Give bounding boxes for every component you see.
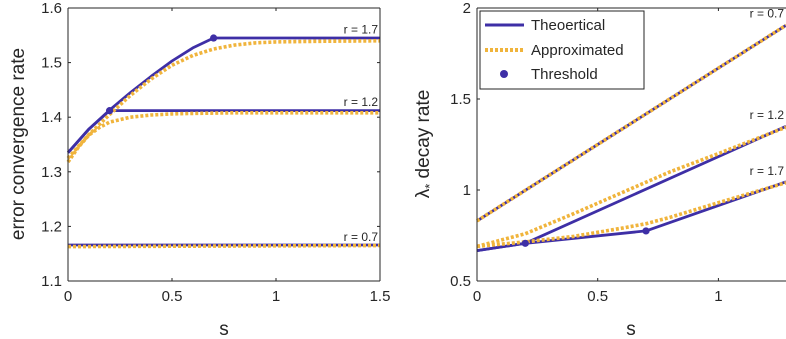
left-plot-area: [68, 8, 380, 281]
right-annotation-layer: r = 0.7 r = 1.2 r = 1.7: [750, 7, 785, 178]
left-x-tick-label-1: 0.5: [162, 288, 183, 305]
right-y-tick-label-0: 0.5: [450, 273, 471, 290]
right-series-annotation-4: r = 1.7: [750, 164, 785, 178]
legend-approximated-label: Approximated: [531, 42, 624, 59]
right-x-tick-label-1: 0.5: [587, 288, 608, 305]
right-series-annotation-0: r = 0.7: [750, 7, 785, 21]
right-x-tick-label-2: 1: [714, 288, 722, 305]
right-threshold-marker-1: [642, 227, 650, 235]
right-threshold-layer: [521, 227, 650, 247]
left-approximated-line-3: [66, 111, 380, 164]
right-series-annotation-2: r = 1.2: [750, 108, 785, 122]
left-x-tick-label-2: 1: [272, 288, 280, 305]
left-threshold-layer: [106, 34, 218, 115]
right-x-axis-label: s: [626, 319, 636, 339]
left-series-annotation-0: r = 1.7: [344, 22, 379, 36]
lambda-subscript: *: [422, 184, 437, 189]
left-approximated-line-1: [66, 39, 381, 160]
left-x-tick-label-3: 1.5: [370, 288, 391, 305]
left-theoretical-line-2: [66, 109, 380, 154]
left-y-tick-label-2: 1.3: [41, 164, 62, 181]
right-y-tick-label-1: 1: [463, 182, 471, 199]
left-x-axis-label: s: [219, 319, 229, 339]
right-approximated-line-1: [476, 23, 786, 223]
left-y-tick-label-5: 1.6: [41, 0, 62, 17]
right-approximated-line-5: [476, 180, 786, 249]
left-x-tick-label-0: 0: [64, 288, 72, 305]
right-axes: 0 0.5 10.511.52: [450, 0, 786, 305]
legend-threshold-label: Threshold: [531, 66, 598, 83]
right-x-tick-label-0: 0: [473, 288, 481, 305]
legend-theoretical-label: Theoertical: [531, 17, 605, 34]
left-approximated-line-5: [67, 243, 381, 249]
left-y-tick-label-4: 1.5: [41, 55, 62, 72]
left-threshold-marker-0: [210, 34, 218, 42]
y-label-text: decay rate: [413, 90, 434, 184]
left-y-axis-label: error convergence rate: [8, 48, 29, 240]
left-threshold-marker-1: [106, 107, 114, 115]
left-y-tick-label-3: 1.4: [41, 109, 62, 126]
legend-threshold-swatch: [500, 70, 508, 78]
legend: Theoertical Approximated Threshold: [479, 10, 645, 90]
left-y-tick-label-1: 1.2: [41, 218, 62, 235]
left-series-layer: [66, 36, 381, 249]
lambda-symbol: λ: [413, 188, 434, 198]
right-threshold-marker-0: [521, 239, 529, 247]
left-series-annotation-2: r = 1.2: [344, 95, 379, 109]
left-series-annotation-4: r = 0.7: [344, 230, 379, 244]
right-y-tick-label-2: 1.5: [450, 91, 471, 108]
left-chart-panel: r = 1.7 r = 1.2 r = 0.7 0 0.5 1 1.5 1.1 1.2 1.3 1…: [8, 0, 390, 339]
left-annotation-layer: r = 1.7 r = 1.2 r = 0.7: [344, 22, 379, 243]
right-y-tick-label-3: 2: [463, 0, 471, 17]
right-chart-panel: r = 0.7r = 1.2r = 1.7 0 0.5 10.511.52 s λ*…: [413, 0, 786, 339]
left-axes: 0 0.5 1 1.5 1.1 1.2 1.3 1.4 1.5 1.6: [41, 0, 390, 305]
right-theoretical-line-4: [476, 180, 786, 252]
right-y-axis-label: λ* decay rate: [413, 90, 437, 199]
left-y-tick-label-0: 1.1: [41, 273, 62, 290]
